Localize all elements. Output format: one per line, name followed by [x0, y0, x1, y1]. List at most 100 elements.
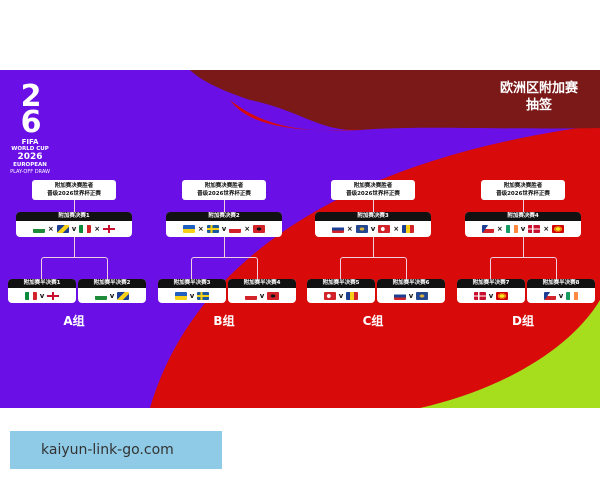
- turkey-flag-icon: [323, 292, 336, 300]
- semi-final-label: 附加赛半决赛2: [78, 279, 146, 288]
- connector-line: [340, 257, 407, 279]
- logo-european: EUROPEAN: [13, 162, 47, 168]
- final-match-teams: × v ×: [315, 221, 431, 237]
- logo-world-cup: WORLD CUP: [11, 146, 49, 152]
- final-match-teams: × v ×: [465, 221, 581, 237]
- world-cup-2026-logo: 2 6 FIFA WORLD CUP 2026 EUROPEAN PLAY-OF…: [10, 82, 50, 176]
- connector-line: [373, 200, 374, 212]
- connector-line: [224, 200, 225, 212]
- or-mark: ×: [94, 225, 101, 233]
- or-mark: ×: [393, 225, 400, 233]
- final-match-label: 附加赛决赛1: [16, 212, 132, 221]
- vs-mark: v: [189, 292, 195, 300]
- czechia-flag-icon: [481, 225, 494, 233]
- final-match-card[interactable]: 附加赛决赛2 × v ×: [166, 212, 282, 237]
- connector-line: [74, 237, 75, 257]
- semi-final-label: 附加赛半决赛6: [377, 279, 445, 288]
- semi-final-card[interactable]: 附加赛半决赛1 v: [8, 279, 76, 303]
- wales-flag-icon: [94, 292, 107, 300]
- group-d: 附加赛决赛胜者 晋级2026世界杯正赛 附加赛决赛4 × v × 附加赛半决赛7 v 附加赛半决…: [449, 70, 597, 408]
- background-shapes: [0, 70, 600, 408]
- or-mark: ×: [244, 225, 251, 233]
- semi-final-teams: v: [377, 288, 445, 303]
- play-off-draw-banner: 2 6 FIFA WORLD CUP 2026 EUROPEAN PLAY-OF…: [0, 70, 600, 408]
- italy-flag-icon: [79, 225, 92, 233]
- semi-final-card[interactable]: 附加赛半决赛7 v: [457, 279, 525, 303]
- denmark-flag-icon: [528, 225, 541, 233]
- title-line-2: 抽签: [525, 98, 552, 113]
- winner-qualifies-label: 附加赛决赛胜者晋级2026世界杯正赛: [331, 180, 415, 200]
- semi-final-teams: v: [8, 288, 76, 303]
- slovakia-flag-icon: [331, 225, 344, 233]
- winner-label-line-1: 附加赛决赛胜者: [353, 183, 393, 189]
- semi-final-label: 附加赛半决赛4: [228, 279, 296, 288]
- vs-mark: v: [558, 292, 564, 300]
- vs-mark: v: [221, 225, 227, 233]
- semi-final-teams: v: [527, 288, 595, 303]
- vs-mark: v: [259, 292, 265, 300]
- north-macedonia-flag-icon: [496, 292, 509, 300]
- vs-mark: v: [338, 292, 344, 300]
- semi-final-card[interactable]: 附加赛半决赛4 v: [228, 279, 296, 303]
- semi-final-card[interactable]: 附加赛半决赛2 v: [78, 279, 146, 303]
- group-label: C组: [362, 314, 384, 328]
- sweden-flag-icon: [206, 225, 219, 233]
- semi-final-teams: v: [307, 288, 375, 303]
- final-match-card[interactable]: 附加赛决赛4 × v ×: [465, 212, 581, 237]
- semi-final-label: 附加赛半决赛1: [8, 279, 76, 288]
- albania-flag-icon: [267, 292, 280, 300]
- semi-final-card[interactable]: 附加赛半决赛8 v: [527, 279, 595, 303]
- vs-mark: v: [370, 225, 376, 233]
- final-match-card[interactable]: 附加赛决赛1 × v ×: [16, 212, 132, 237]
- final-match-label: 附加赛决赛3: [315, 212, 431, 221]
- semi-final-teams: v: [228, 288, 296, 303]
- north-macedonia-flag-icon: [552, 225, 565, 233]
- final-match-card[interactable]: 附加赛决赛3 × v ×: [315, 212, 431, 237]
- connector-line: [490, 257, 557, 279]
- group-label: D组: [512, 314, 534, 328]
- vs-mark: v: [39, 292, 45, 300]
- wales-flag-icon: [32, 225, 45, 233]
- winner-label-line-1: 附加赛决赛胜者: [54, 183, 94, 189]
- semi-final-label: 附加赛半决赛5: [307, 279, 375, 288]
- sweden-flag-icon: [197, 292, 210, 300]
- kosovo-flag-icon: [355, 225, 368, 233]
- final-match-label: 附加赛决赛2: [166, 212, 282, 221]
- winner-label-line-2: 晋级2026世界杯正赛: [346, 191, 400, 197]
- vs-mark: v: [520, 225, 526, 233]
- winner-qualifies-label: 附加赛决赛胜者 晋级2026世界杯正赛: [32, 180, 116, 200]
- or-mark: ×: [197, 225, 204, 233]
- poland-flag-icon: [244, 292, 257, 300]
- page-title: 欧洲区附加赛 抽签: [500, 80, 578, 114]
- semi-final-card[interactable]: 附加赛半决赛6 v: [377, 279, 445, 303]
- bosnia-flag-icon: [56, 225, 69, 233]
- semi-final-card[interactable]: 附加赛半决赛3 v: [158, 279, 226, 303]
- semi-final-card[interactable]: 附加赛半决赛5 v: [307, 279, 375, 303]
- connector-line: [224, 237, 225, 257]
- vs-mark: v: [71, 225, 77, 233]
- northern-ireland-flag-icon: [103, 225, 116, 233]
- fifa-text: FIFA: [21, 138, 39, 146]
- slovakia-flag-icon: [393, 292, 406, 300]
- winner-label-line-1: 附加赛决赛胜者: [204, 183, 244, 189]
- italy-flag-icon: [24, 292, 37, 300]
- logo-number-6: 6: [20, 105, 42, 140]
- winner-label-line-1: 附加赛决赛胜者: [503, 183, 543, 189]
- semi-final-label: 附加赛半决赛8: [527, 279, 595, 288]
- group-a: 附加赛决赛胜者 晋级2026世界杯正赛 附加赛决赛1 × v × 附加赛半决赛1 v 附加赛半决…: [0, 70, 148, 408]
- connector-line: [41, 257, 108, 279]
- title-line-1: 欧洲区附加赛: [499, 81, 578, 96]
- final-match-teams: × v ×: [16, 221, 132, 237]
- kosovo-flag-icon: [416, 292, 429, 300]
- connector-line: [191, 257, 258, 279]
- logo-year: 2026: [17, 152, 43, 162]
- ukraine-flag-icon: [182, 225, 195, 233]
- winner-label-line-2: 晋级2026世界杯正赛: [197, 191, 251, 197]
- or-mark: ×: [496, 225, 503, 233]
- connector-line: [523, 200, 524, 212]
- final-match-label: 附加赛决赛4: [465, 212, 581, 221]
- vs-mark: v: [408, 292, 414, 300]
- connector-line: [523, 237, 524, 257]
- group-c: 附加赛决赛胜者 晋级2026世界杯正赛 附加赛决赛3 × v × 附加赛半决赛5 v 附加赛半决…: [299, 70, 447, 408]
- vs-mark: v: [109, 292, 115, 300]
